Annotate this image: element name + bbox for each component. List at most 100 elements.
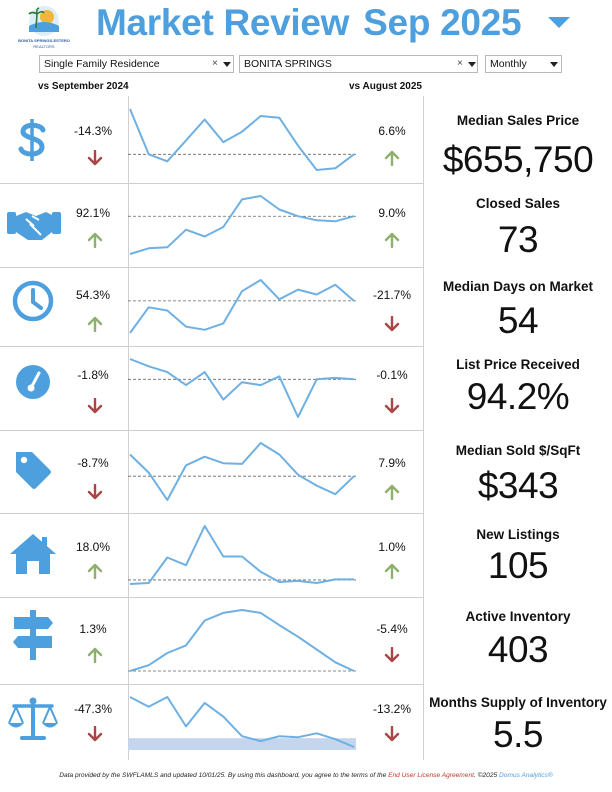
- row-divider: [0, 267, 424, 268]
- row-divider: [0, 430, 424, 431]
- mom-change: -0.1%: [376, 368, 408, 382]
- yoy-change: 18.0%: [75, 540, 111, 554]
- row-divider: [0, 597, 424, 598]
- footer-disclaimer: Data provided by the SWFLAMLS and update…: [0, 772, 612, 779]
- arrow-up-icon: [87, 647, 103, 663]
- sparkline-chart: [128, 279, 356, 334]
- mom-change: 6.6%: [378, 124, 406, 138]
- sparkline-chart: [128, 195, 356, 255]
- sparkline-chart: [128, 108, 356, 171]
- logo-text-bottom: REALTORS: [33, 44, 55, 49]
- sparkline-series: [129, 525, 354, 585]
- yoy-change: -14.3%: [73, 124, 113, 138]
- header: BONITA SPRINGS-ESTERO REALTORS Market Re…: [0, 0, 612, 52]
- arrow-down-icon: [87, 398, 103, 414]
- scale-icon: [8, 697, 58, 740]
- sparkline-series: [129, 279, 355, 334]
- mom-change: -21.7%: [372, 288, 412, 302]
- yoy-change: 92.1%: [75, 206, 111, 220]
- dollar-icon: [18, 119, 46, 161]
- sparkline-series: [129, 195, 355, 255]
- clock-icon: [12, 280, 54, 322]
- filter-bar: Single Family Residence × BONITA SPRINGS…: [0, 55, 612, 73]
- chevron-down-icon[interactable]: [468, 62, 476, 67]
- city-value: BONITA SPRINGS: [244, 58, 332, 70]
- sparkline-series: [129, 609, 355, 672]
- metric-value: 54: [497, 300, 539, 341]
- mom-change: 9.0%: [378, 206, 406, 220]
- chevron-down-icon[interactable]: [223, 62, 231, 67]
- metric-label: Closed Sales: [475, 196, 561, 211]
- handshake-icon: [7, 212, 61, 240]
- sparkline-series: [129, 108, 355, 171]
- sparkline-chart: [128, 358, 356, 418]
- property-type-value: Single Family Residence: [44, 58, 160, 70]
- arrow-down-icon: [87, 726, 103, 742]
- metric-label: List Price Received: [456, 357, 580, 372]
- yoy-change: 54.3%: [75, 288, 111, 302]
- yoy-change: -1.8%: [77, 368, 109, 382]
- gauge-icon: [16, 365, 50, 399]
- row-divider: [0, 183, 424, 184]
- metric-value: $655,750: [442, 139, 594, 180]
- arrow-down-icon: [87, 150, 103, 166]
- clear-city-icon[interactable]: ×: [457, 58, 463, 69]
- arrow-down-icon: [384, 316, 400, 332]
- sparkline-chart: [128, 609, 356, 672]
- mom-column-header: vs August 2025: [349, 81, 422, 92]
- arrow-up-icon: [87, 563, 103, 579]
- eula-link[interactable]: End User License Agreement: [388, 772, 474, 779]
- mom-change: -5.4%: [376, 622, 408, 636]
- city-select[interactable]: BONITA SPRINGS ×: [239, 55, 478, 73]
- arrow-down-icon: [87, 484, 103, 500]
- arrow-up-icon: [384, 150, 400, 166]
- footer-text: Data provided by the SWFLAMLS and update…: [59, 772, 389, 779]
- metric-label: Active Inventory: [465, 609, 571, 624]
- arrow-up-icon: [384, 563, 400, 579]
- divider: [128, 96, 129, 760]
- metric-label: Median Sold $/SqFt: [455, 443, 581, 458]
- target-band: [128, 738, 356, 750]
- arrow-up-icon: [87, 316, 103, 332]
- property-type-select[interactable]: Single Family Residence ×: [39, 55, 234, 73]
- house-icon: [10, 534, 56, 574]
- domus-analytics-link[interactable]: Domus Analytics®: [499, 772, 553, 779]
- metric-label: Median Days on Market: [442, 279, 594, 294]
- arrow-down-icon: [384, 398, 400, 414]
- mom-change: 7.9%: [378, 456, 406, 470]
- metric-value: 5.5: [493, 714, 543, 755]
- metric-label: Months Supply of Inventory: [429, 695, 607, 710]
- mom-change: -13.2%: [372, 702, 412, 716]
- arrow-down-icon: [384, 647, 400, 663]
- chevron-down-icon[interactable]: [550, 62, 558, 67]
- sparkline-chart: [128, 696, 356, 750]
- signpost-icon: [13, 610, 53, 660]
- metric-value: 94.2%: [466, 376, 570, 417]
- footer-copyright: . ©2025: [473, 772, 499, 779]
- title-period: Sep 2025: [363, 2, 522, 43]
- logo-text-top: BONITA SPRINGS-ESTERO: [18, 38, 70, 43]
- row-divider: [0, 684, 424, 685]
- metric-value: 105: [487, 545, 549, 586]
- metric-value: $343: [477, 465, 559, 506]
- arrow-down-icon: [384, 726, 400, 742]
- sparkline-series: [129, 442, 355, 501]
- metric-value: 73: [497, 219, 539, 260]
- period-select[interactable]: Monthly: [485, 55, 562, 73]
- yoy-change: -47.3%: [73, 702, 113, 716]
- sparkline-chart: [128, 525, 356, 585]
- title-market-review: Market Review: [96, 2, 350, 43]
- period-dropdown-caret-icon[interactable]: [548, 17, 570, 28]
- sparkline-series: [129, 358, 355, 418]
- metric-value: 403: [487, 629, 549, 670]
- price-tag-icon: [16, 452, 51, 489]
- mom-change: 1.0%: [378, 540, 406, 554]
- clear-property-type-icon[interactable]: ×: [212, 58, 218, 69]
- row-divider: [0, 513, 424, 514]
- row-divider: [0, 346, 424, 347]
- sparkline-series: [129, 696, 355, 748]
- arrow-up-icon: [384, 484, 400, 500]
- yoy-column-header: vs September 2024: [38, 81, 129, 92]
- arrow-up-icon: [384, 232, 400, 248]
- page-title: Market Review Sep 2025: [96, 2, 522, 44]
